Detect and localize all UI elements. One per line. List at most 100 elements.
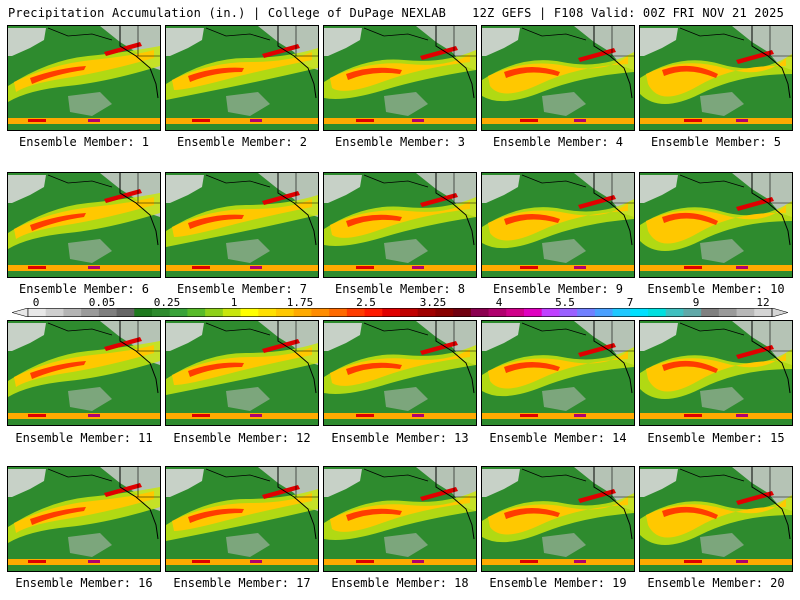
ensemble-member-map [639, 172, 793, 278]
ensemble-member-caption: Ensemble Member: 4 [492, 135, 624, 149]
legend-swatch [648, 308, 667, 317]
precip-map [8, 321, 160, 425]
ensemble-member-caption: Ensemble Member: 3 [334, 135, 466, 149]
legend-swatch [488, 308, 507, 317]
map-title: Precipitation Accumulation (in.) | Colle… [8, 6, 447, 20]
legend-swatch [222, 308, 242, 317]
ensemble-member-caption: Ensemble Member: 17 [173, 576, 311, 590]
precip-map [482, 467, 634, 571]
precip-map [482, 26, 634, 130]
ensemble-member-map [323, 172, 477, 278]
precipitation-legend: 0 0.05 0.25 1 1.75 2.5 3.25 4 5.5 7 9 12 [12, 296, 788, 320]
ensemble-member-caption: Ensemble Member: 2 [176, 135, 308, 149]
legend-swatch [311, 308, 330, 317]
legend-tick-label: 1.75 [286, 296, 314, 309]
legend-color-bar [12, 308, 788, 317]
ensemble-member-caption: Ensemble Member: 15 [647, 431, 785, 445]
ensemble-member-map [165, 466, 319, 572]
precip-map [324, 321, 476, 425]
legend-swatch [205, 308, 224, 317]
legend-swatch [382, 308, 401, 317]
legend-swatch [258, 308, 277, 317]
legend-tick-label: 0.05 [88, 296, 116, 309]
legend-swatch [81, 308, 100, 317]
ensemble-member-caption: Ensemble Member: 9 [492, 282, 624, 296]
ensemble-member-map [481, 466, 635, 572]
ensemble-member-map [7, 25, 161, 131]
ensemble-member-map [7, 320, 161, 426]
legend-tick-label: 5.5 [555, 296, 575, 309]
legend-swatch [453, 308, 472, 317]
legend-swatch [116, 308, 135, 317]
precip-map [640, 26, 792, 130]
legend-swatch [736, 308, 755, 317]
legend-swatch [594, 308, 614, 317]
legend-tick-label: 1 [230, 296, 238, 309]
ensemble-member-caption: Ensemble Member: 8 [334, 282, 466, 296]
legend-swatch [240, 308, 259, 317]
ensemble-member-caption: Ensemble Member: 18 [331, 576, 469, 590]
legend-swatch [134, 308, 153, 317]
legend-swatch [417, 308, 436, 317]
legend-tick-label: 9 [692, 296, 700, 309]
precip-map [166, 467, 318, 571]
legend-swatch [470, 308, 490, 317]
legend-swatch [276, 308, 295, 317]
model-run-info: 12Z GEFS | F108 Valid: 00Z FRI NOV 21 20… [472, 6, 784, 20]
legend-swatch [577, 308, 596, 317]
ensemble-member-caption: Ensemble Member: 12 [173, 431, 311, 445]
legend-swatch [630, 308, 649, 317]
legend-swatch [524, 308, 543, 317]
ensemble-member-map [481, 320, 635, 426]
legend-swatch [541, 308, 560, 317]
precip-map [324, 26, 476, 130]
legend-swatch [364, 308, 383, 317]
precip-map [640, 173, 792, 277]
legend-swatch [435, 308, 454, 317]
ensemble-member-map [165, 25, 319, 131]
precip-map [8, 467, 160, 571]
legend-tick-label: 3.25 [419, 296, 447, 309]
ensemble-member-caption: Ensemble Member: 19 [489, 576, 627, 590]
legend-swatch [754, 308, 773, 317]
legend-max-arrow [771, 308, 788, 317]
precip-map [166, 173, 318, 277]
legend-swatch [718, 308, 738, 317]
legend-swatch [187, 308, 206, 317]
precip-map [324, 173, 476, 277]
ensemble-member-caption: Ensemble Member: 6 [18, 282, 150, 296]
legend-tick-label: 0.25 [153, 296, 181, 309]
ensemble-member-map [165, 320, 319, 426]
legend-swatch [98, 308, 118, 317]
ensemble-member-map [7, 172, 161, 278]
legend-tick-label: 12 [756, 296, 770, 309]
ensemble-member-caption: Ensemble Member: 20 [647, 576, 785, 590]
precip-map [640, 321, 792, 425]
legend-swatch [559, 308, 578, 317]
precip-map [166, 321, 318, 425]
legend-swatch [506, 308, 525, 317]
legend-tick-label: 7 [626, 296, 634, 309]
legend-tick-label: 0 [32, 296, 40, 309]
legend-swatch [329, 308, 348, 317]
precip-map [324, 467, 476, 571]
legend-swatch [683, 308, 702, 317]
ensemble-member-caption: Ensemble Member: 11 [15, 431, 153, 445]
legend-tick-label: 2.5 [356, 296, 376, 309]
precip-map [8, 26, 160, 130]
legend-swatch [400, 308, 419, 317]
ensemble-member-caption: Ensemble Member: 10 [647, 282, 785, 296]
legend-min-arrow [12, 308, 29, 317]
legend-swatch [293, 308, 312, 317]
ensemble-member-map [7, 466, 161, 572]
legend-swatch [63, 308, 82, 317]
ensemble-member-map [639, 466, 793, 572]
precip-map [640, 467, 792, 571]
precip-map [8, 173, 160, 277]
ensemble-member-map [481, 25, 635, 131]
ensemble-member-caption: Ensemble Member: 7 [176, 282, 308, 296]
legend-swatch [28, 308, 47, 317]
legend-tick-label: 4 [495, 296, 503, 309]
ensemble-member-caption: Ensemble Member: 14 [489, 431, 627, 445]
legend-swatch [45, 308, 64, 317]
